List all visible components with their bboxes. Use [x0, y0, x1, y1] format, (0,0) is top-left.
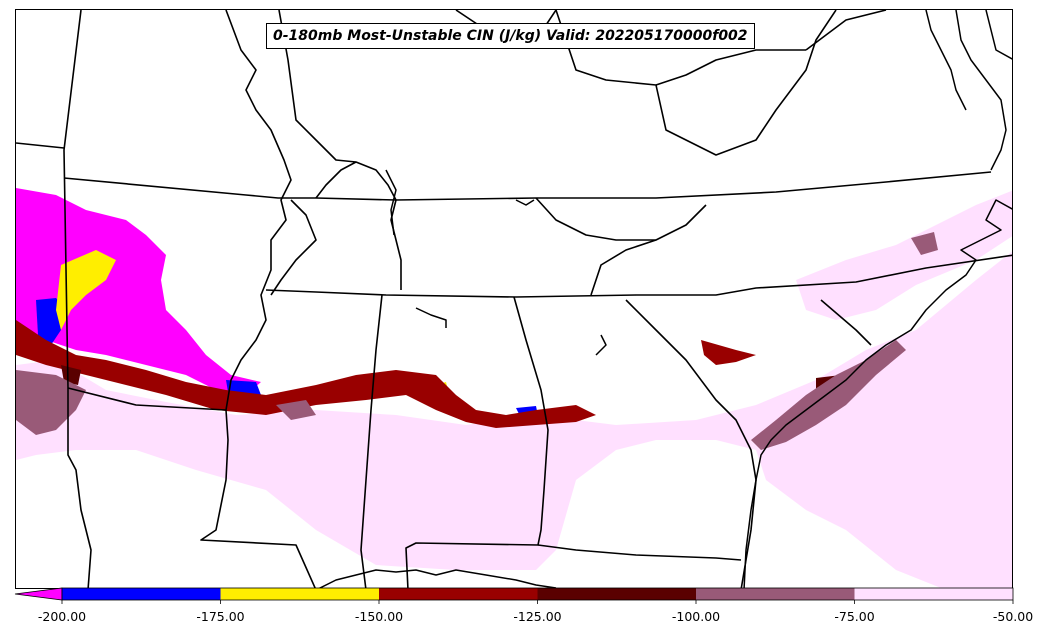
cin-light-pink-ne [796, 190, 1012, 320]
cin-map [16, 10, 1012, 588]
colorbar-segment [696, 588, 855, 600]
cin-darkred-band [16, 320, 596, 428]
colorbar-segment [537, 588, 696, 600]
colorbar-segment [379, 588, 538, 600]
cin-mauve-nc [911, 232, 938, 255]
colorbar-tick-label: -175.00 [196, 609, 245, 624]
colorbar-tick-label: -50.00 [992, 609, 1034, 624]
cin-field-layer [16, 188, 1012, 588]
cin-yellow-band-1 [56, 250, 116, 330]
colorbar-tick-label: -100.00 [671, 609, 721, 624]
colorbar-segment [62, 588, 221, 600]
colorbar-extend-triangle [14, 587, 63, 601]
map-panel: 0-180mb Most-Unstable CIN (J/kg) Valid: … [15, 9, 1013, 589]
cin-mauve-mid [276, 400, 316, 420]
colorbar-ticks [61, 600, 1014, 604]
colorbar-tick-label: -125.00 [513, 609, 562, 624]
colorbar-segments [61, 587, 1014, 601]
map-title: 0-180mb Most-Unstable CIN (J/kg) Valid: … [266, 23, 755, 49]
colorbar-tick-label: -150.00 [354, 609, 404, 624]
colorbar-border [61, 587, 1014, 601]
colorbar-segment [854, 588, 1013, 600]
coastlines [318, 10, 1012, 588]
colorbar-tick-label: -200.00 [37, 609, 87, 624]
colorbar-segment [220, 588, 379, 600]
cin-darkred-sc [701, 340, 756, 365]
state-boundaries [16, 10, 1012, 588]
colorbar-tick-label: -75.00 [834, 609, 875, 624]
cin-magenta-region [16, 188, 261, 395]
